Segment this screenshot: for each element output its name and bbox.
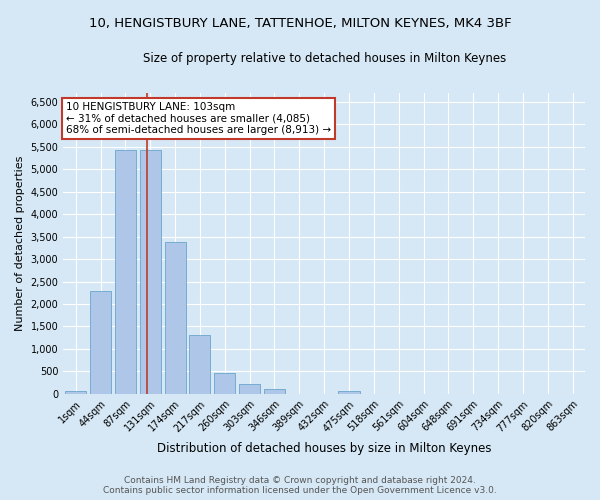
Bar [338,390,359,394]
Bar [214,372,235,394]
Title: Size of property relative to detached houses in Milton Keynes: Size of property relative to detached ho… [143,52,506,66]
Bar [90,292,111,394]
Text: 10 HENGISTBURY LANE: 103sqm
← 31% of detached houses are smaller (4,085)
68% of : 10 HENGISTBURY LANE: 103sqm ← 31% of det… [66,102,331,136]
Bar [140,150,161,394]
Bar [65,390,86,394]
Bar [239,384,260,394]
Bar [164,242,185,394]
Bar [264,390,285,394]
Bar [115,150,136,394]
Text: Contains HM Land Registry data © Crown copyright and database right 2024.
Contai: Contains HM Land Registry data © Crown c… [103,476,497,495]
Bar [190,336,211,394]
Text: 10, HENGISTBURY LANE, TATTENHOE, MILTON KEYNES, MK4 3BF: 10, HENGISTBURY LANE, TATTENHOE, MILTON … [89,18,511,30]
Y-axis label: Number of detached properties: Number of detached properties [15,156,25,331]
X-axis label: Distribution of detached houses by size in Milton Keynes: Distribution of detached houses by size … [157,442,491,455]
